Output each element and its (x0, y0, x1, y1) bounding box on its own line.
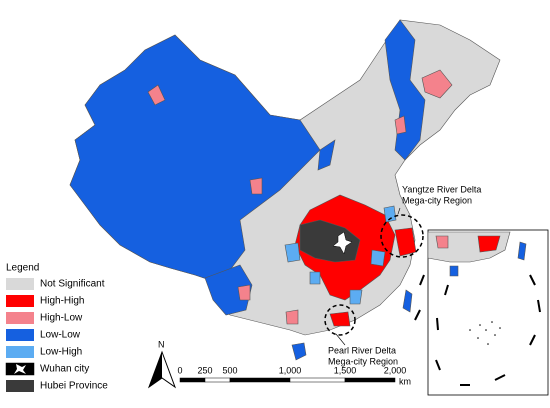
scale-segment (344, 377, 396, 383)
wuhan-city (332, 231, 353, 255)
leader-line (335, 333, 346, 346)
region-low-low (69, 34, 321, 281)
legend-swatch (6, 312, 34, 324)
leader-line (397, 207, 401, 215)
annotation: Mega-city Region (402, 195, 472, 205)
legend-swatch (6, 346, 34, 358)
scale-segment (289, 377, 346, 383)
legend-label: High-Low (40, 313, 83, 324)
legend-swatch-icon (14, 364, 26, 374)
region-low-low (204, 264, 253, 316)
annotation: Yangtze River Delta (402, 184, 481, 194)
scale-unit: km (399, 376, 411, 386)
scale-segment (179, 377, 206, 383)
scale-segment (229, 377, 291, 383)
region-low-low (384, 19, 426, 161)
region-low-high (370, 249, 386, 267)
region-low-high (383, 205, 397, 223)
annotation: Pearl River Delta (328, 345, 396, 355)
region-high-high (329, 311, 351, 327)
legend-swatch (6, 329, 34, 341)
scale-label: 500 (222, 365, 237, 375)
region-low-low (317, 139, 336, 171)
inset-region (477, 235, 501, 253)
legend-label: Hubei Province (40, 381, 108, 392)
inset-dashes (435, 274, 541, 386)
legend: Not Significant High-High High-Low Low-Low L… (5, 278, 108, 392)
region-high-low (237, 284, 251, 301)
north-label: N (158, 339, 165, 349)
legend-label: Low-High (40, 347, 82, 358)
legend-swatch (6, 295, 34, 307)
legend-swatch (6, 380, 34, 392)
region-high-low (421, 69, 453, 99)
scale-label: 1,500 (334, 365, 357, 375)
legend-label: Low-Low (40, 330, 81, 341)
region-high-low (285, 309, 299, 325)
legend-title: Legend (6, 263, 39, 274)
hainan (291, 342, 307, 361)
yangtze-circle (380, 214, 424, 258)
legend-swatch (6, 278, 34, 290)
scale-label: 250 (197, 365, 212, 375)
region-high-low (394, 115, 407, 135)
annotation: Mega-city Region (328, 356, 398, 366)
region-low-high (309, 271, 321, 285)
scale-label: 1,000 (279, 365, 302, 375)
inset-region (449, 265, 459, 277)
legend-label: Wuhan city (40, 364, 89, 375)
pearl-circle (324, 304, 356, 336)
scale-label: 2,000 (384, 365, 407, 375)
hubei-province (299, 219, 361, 263)
region-high-low (147, 84, 166, 106)
region-low-high (349, 289, 363, 305)
inset-islands (469, 321, 501, 345)
region-high-low (249, 177, 263, 195)
north-arrow-half (149, 352, 162, 387)
scale-segment (204, 377, 231, 383)
legend-label: High-High (40, 296, 84, 307)
inset-region (435, 235, 449, 249)
legend-label: Not Significant (40, 279, 105, 290)
sea-dashes (414, 274, 425, 321)
inset-region (517, 241, 527, 261)
taiwan (402, 289, 413, 313)
region-low-high (284, 242, 301, 263)
scale-label: 0 (177, 365, 182, 375)
